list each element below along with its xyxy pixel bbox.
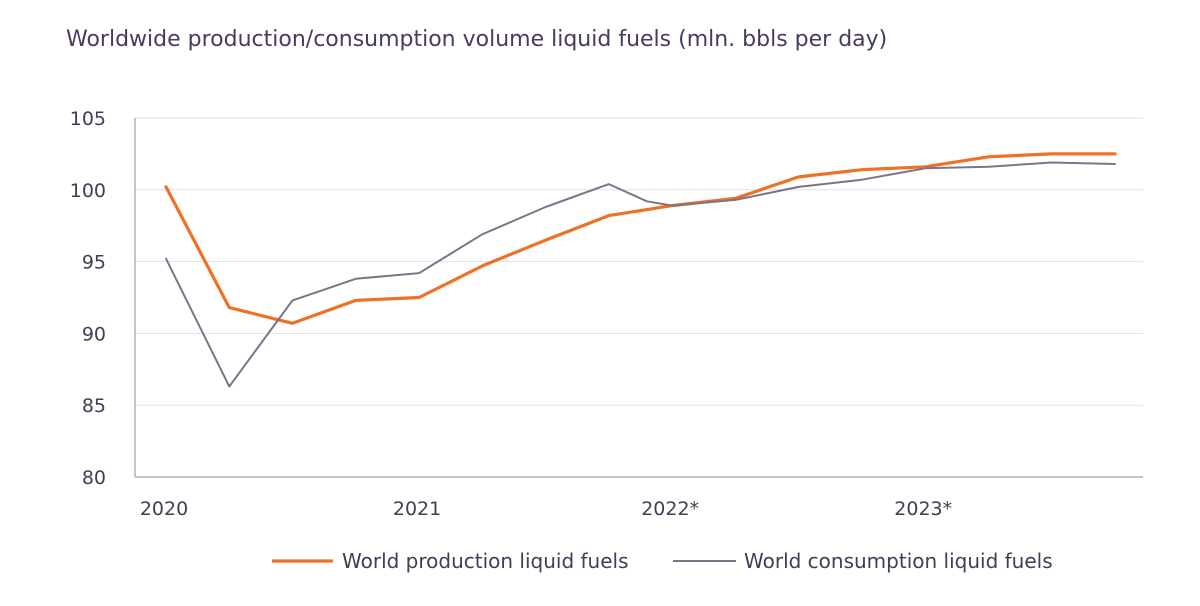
x-tick-label: 2021: [393, 498, 441, 520]
x-tick-label: 2023*: [894, 498, 952, 520]
y-tick-label: 80: [82, 467, 106, 489]
x-tick-labels: 2020 2021 2022* 2023*: [140, 498, 952, 520]
production-series-line: [164, 152, 1117, 325]
y-tick-label: 100: [70, 180, 106, 202]
consumption-series-line: [165, 161, 1116, 388]
legend-label: World production liquid fuels: [342, 549, 629, 573]
legend-label: World consumption liquid fuels: [744, 549, 1053, 573]
y-tick-labels: 80 85 90 95 100 105: [70, 108, 106, 489]
series-lines: [164, 152, 1117, 388]
x-tick-label: 2020: [140, 498, 188, 520]
y-tick-label: 85: [82, 395, 106, 417]
y-tick-label: 105: [70, 108, 106, 130]
grid-lines: [135, 117, 1143, 406]
y-tick-label: 95: [82, 252, 106, 274]
chart-title: Worldwide production/consumption volume …: [66, 27, 887, 52]
x-tick-label: 2022*: [641, 498, 699, 520]
y-tick-label: 90: [82, 323, 106, 345]
legend: World production liquid fuels World consu…: [272, 549, 1053, 573]
